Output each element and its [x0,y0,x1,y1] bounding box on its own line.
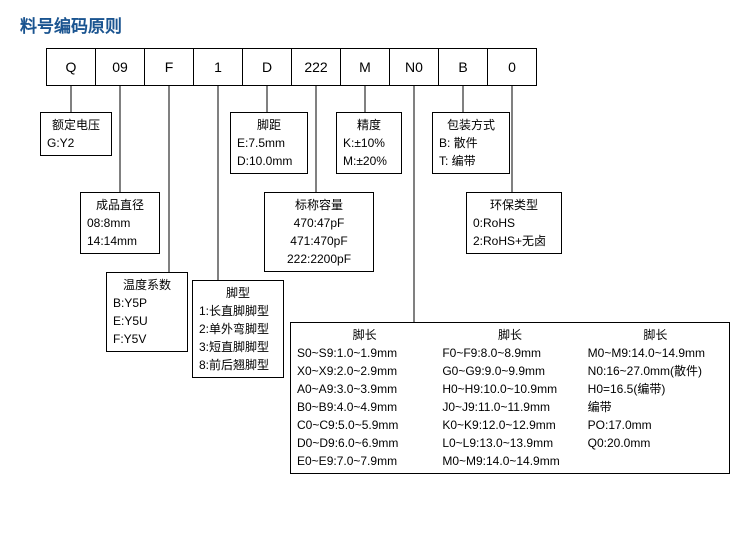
box-line: E0~E9:7.0~7.9mm [297,452,432,470]
box-line: 222:2200pF [271,250,367,268]
box-line: 2:RoHS+无卤 [473,232,555,250]
lead-col-2: 脚长 F0~F9:8.0~8.9mm G0~G9:9.0~9.9mm H0~H9… [442,326,577,470]
box-title: 成品直径 [87,196,153,214]
box-line: B0~B9:4.0~4.9mm [297,398,432,416]
box-line: Q0:20.0mm [588,434,723,452]
box-line: B: 散件 [439,134,503,152]
box-line: 470:47pF [271,214,367,232]
box-packaging: 包装方式 B: 散件 T: 编带 [432,112,510,174]
box-line: G:Y2 [47,134,105,152]
box-line: D0~D9:6.0~6.9mm [297,434,432,452]
box-line: 3:短直脚脚型 [199,338,277,356]
box-line: K0~K9:12.0~12.9mm [442,416,577,434]
box-line: M0~M9:14.0~14.9mm [442,452,577,470]
box-pin-type: 脚型 1:长直脚脚型 2:单外弯脚型 3:短直脚脚型 8:前后翘脚型 [192,280,284,378]
box-line: H0=16.5(编带) [588,380,723,398]
box-line: J0~J9:11.0~11.9mm [442,398,577,416]
box-line: G0~G9:9.0~9.9mm [442,362,577,380]
box-line: 14:14mm [87,232,153,250]
page-title: 料号编码原则 [20,12,730,37]
box-capacitance: 标称容量 470:47pF 471:470pF 222:2200pF [264,192,374,272]
code-cell-1: 09 [95,48,145,86]
box-line: N0:16~27.0mm(散件) [588,362,723,380]
box-pitch: 脚距 E:7.5mm D:10.0mm [230,112,308,174]
box-line: B:Y5P [113,294,181,312]
box-line: H0~H9:10.0~10.9mm [442,380,577,398]
code-row: Q 09 F 1 D 222 M N0 B 0 [46,48,537,86]
box-line: L0~L9:13.0~13.9mm [442,434,577,452]
box-line: PO:17.0mm [588,416,723,434]
box-line: 1:长直脚脚型 [199,302,277,320]
box-precision: 精度 K:±10% M:±20% [336,112,402,174]
code-cell-8: B [438,48,488,86]
box-title: 温度系数 [113,276,181,294]
box-line: E:Y5U [113,312,181,330]
box-line: M:±20% [343,152,395,170]
code-cell-5: 222 [291,48,341,86]
box-line: 08:8mm [87,214,153,232]
box-line: 编带 [588,398,723,416]
box-title: 脚长 [588,326,723,344]
box-line: E:7.5mm [237,134,301,152]
box-rated-voltage: 额定电压 G:Y2 [40,112,112,156]
box-title: 环保类型 [473,196,555,214]
box-line: 0:RoHS [473,214,555,232]
box-line: 471:470pF [271,232,367,250]
box-title: 精度 [343,116,395,134]
code-cell-9: 0 [487,48,537,86]
lead-col-1: 脚长 S0~S9:1.0~1.9mm X0~X9:2.0~2.9mm A0~A9… [297,326,432,470]
box-title: 脚型 [199,284,277,302]
box-title: 额定电压 [47,116,105,134]
code-cell-7: N0 [389,48,439,86]
box-diameter: 成品直径 08:8mm 14:14mm [80,192,160,254]
code-cell-6: M [340,48,390,86]
box-line: X0~X9:2.0~2.9mm [297,362,432,380]
box-line: F:Y5V [113,330,181,348]
box-line: T: 编带 [439,152,503,170]
box-title: 脚长 [442,326,577,344]
box-line: 8:前后翘脚型 [199,356,277,374]
box-title: 脚长 [297,326,432,344]
box-line: F0~F9:8.0~8.9mm [442,344,577,362]
code-cell-3: 1 [193,48,243,86]
code-cell-0: Q [46,48,96,86]
box-line: M0~M9:14.0~14.9mm [588,344,723,362]
box-title: 脚距 [237,116,301,134]
box-line: K:±10% [343,134,395,152]
box-lead-length: 脚长 S0~S9:1.0~1.9mm X0~X9:2.0~2.9mm A0~A9… [290,322,730,474]
box-title: 包装方式 [439,116,503,134]
box-line: A0~A9:3.0~3.9mm [297,380,432,398]
box-line: D:10.0mm [237,152,301,170]
box-rohs: 环保类型 0:RoHS 2:RoHS+无卤 [466,192,562,254]
box-line: C0~C9:5.0~5.9mm [297,416,432,434]
code-cell-2: F [144,48,194,86]
code-cell-4: D [242,48,292,86]
box-line: 2:单外弯脚型 [199,320,277,338]
lead-col-3: 脚长 M0~M9:14.0~14.9mm N0:16~27.0mm(散件) H0… [588,326,723,470]
box-line: S0~S9:1.0~1.9mm [297,344,432,362]
box-temp-coef: 温度系数 B:Y5P E:Y5U F:Y5V [106,272,188,352]
box-title: 标称容量 [271,196,367,214]
